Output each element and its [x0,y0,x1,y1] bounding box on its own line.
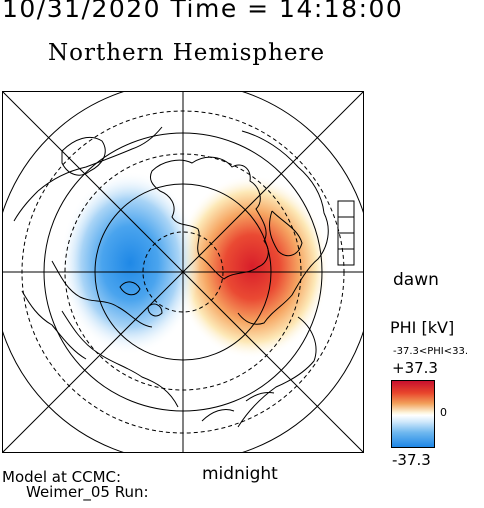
coastline-scandinavia [61,136,106,176]
coastline-canada [237,130,329,325]
colorbar-min-label: -37.3 [392,451,431,469]
plot-title: Northern Hemisphere [48,40,326,66]
run-label: Weimer_05 Run: [26,483,149,501]
colorbar-zero-label: 0 [440,406,447,419]
colorbar-quantity-label: PHI [kV] [390,318,455,337]
colorbar [391,380,435,448]
timestamp: 10/31/2020 Time = 14:18:00 [2,0,404,23]
dusk-cell [60,171,200,355]
coastline-greenland [149,156,269,280]
coastline-europe [37,126,163,192]
coastline-siberia [61,310,179,408]
coastline-islands [119,281,163,317]
coastline-alaska [237,316,317,428]
coastline-russia-arctic [51,260,153,328]
midnight-label: midnight [202,464,278,484]
coastline-hudson [269,210,303,257]
coastline-aleutians [201,392,275,422]
colorbar-range-text: -37.3<PHI<33. [393,346,469,357]
coastline-north-atlantic [13,190,87,360]
model-at-label: Model at CCMC: [2,468,122,486]
dawn-label: dawn [393,270,439,290]
polar-map [2,91,364,453]
dawn-cell [174,175,330,359]
colorbar-max-label: +37.3 [392,359,438,377]
